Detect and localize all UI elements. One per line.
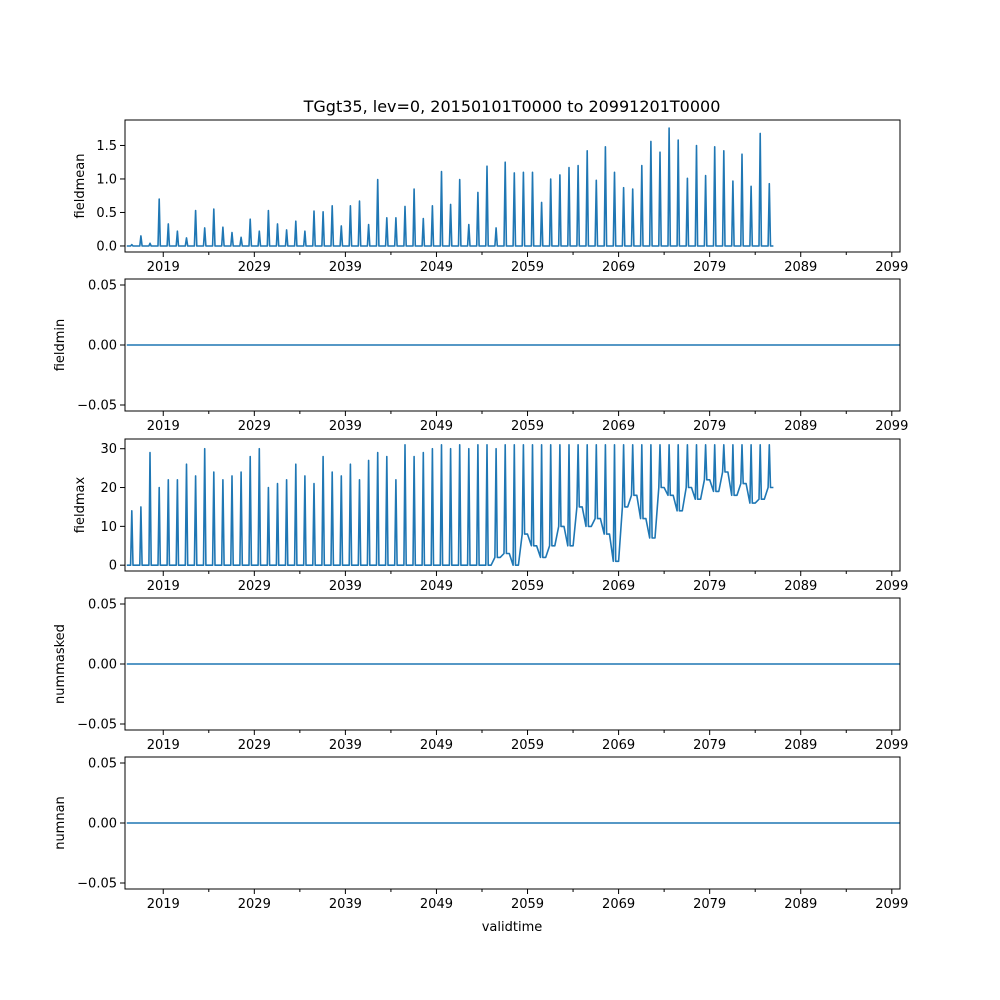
x-axis-label: validtime bbox=[482, 920, 543, 935]
x-tick-label: 2019 bbox=[147, 260, 180, 275]
x-tick-label: 2049 bbox=[420, 419, 453, 434]
fieldmean-line bbox=[126, 127, 774, 247]
y-tick-label: −0.05 bbox=[77, 718, 117, 733]
x-tick-label: 2059 bbox=[511, 579, 544, 594]
x-tick-label: 2029 bbox=[238, 738, 271, 753]
x-tick-label: 2069 bbox=[602, 897, 635, 912]
x-tick-label: 2019 bbox=[147, 419, 180, 434]
y-tick-label: 0.05 bbox=[88, 279, 117, 294]
x-tick-label: 2059 bbox=[511, 897, 544, 912]
y-tick-label: 1.0 bbox=[96, 172, 117, 187]
x-tick-label: 2089 bbox=[784, 897, 817, 912]
x-tick-label: 2049 bbox=[420, 260, 453, 275]
x-tick-label: 2089 bbox=[784, 260, 817, 275]
y-axis-label: fieldmin bbox=[53, 319, 68, 372]
y-tick-label: 0.0 bbox=[96, 239, 117, 254]
x-tick-label: 2089 bbox=[784, 419, 817, 434]
x-tick-label: 2079 bbox=[693, 738, 726, 753]
x-tick-label: 2099 bbox=[875, 579, 908, 594]
x-tick-label: 2029 bbox=[238, 897, 271, 912]
x-tick-label: 2059 bbox=[511, 419, 544, 434]
fieldmin-panel: 2019 2029 2039 2049 2059 2069 2079 2089 2099 −0.0… bbox=[53, 278, 908, 434]
y-tick-label: −0.05 bbox=[77, 399, 117, 414]
x-tick-label: 2029 bbox=[238, 260, 271, 275]
x-tick-label: 2039 bbox=[329, 579, 362, 594]
x-tick-label: 2099 bbox=[875, 738, 908, 753]
x-tick-label: 2069 bbox=[602, 260, 635, 275]
y-tick-label: −0.05 bbox=[77, 877, 117, 892]
y-tick-label: 0.00 bbox=[88, 817, 117, 832]
x-tick-label: 2079 bbox=[693, 260, 726, 275]
x-tick-label: 2079 bbox=[693, 579, 726, 594]
x-tick-label: 2099 bbox=[875, 419, 908, 434]
y-tick-label: 0.5 bbox=[96, 206, 117, 221]
y-axis-label: fieldmax bbox=[73, 477, 88, 534]
x-tick-label: 2059 bbox=[511, 260, 544, 275]
y-tick-label: 20 bbox=[100, 481, 117, 496]
y-axis-label: nummasked bbox=[53, 624, 68, 704]
axes-frame bbox=[124, 438, 901, 572]
x-tick-label: 2099 bbox=[875, 260, 908, 275]
fieldmax-panel: 2019 2029 2039 2049 2059 2069 2079 2089 2099 0 10 2… bbox=[73, 438, 908, 594]
x-tick-label: 2049 bbox=[420, 579, 453, 594]
x-tick-label: 2089 bbox=[784, 579, 817, 594]
y-tick-label: 0.00 bbox=[88, 339, 117, 354]
nummasked-panel: 2019 2029 2039 2049 2059 2069 2079 2089 2099 −0.0… bbox=[53, 597, 908, 753]
x-tick-label: 2019 bbox=[147, 579, 180, 594]
x-tick-label: 2069 bbox=[602, 579, 635, 594]
y-tick-label: 0 bbox=[109, 559, 117, 574]
x-tick-label: 2079 bbox=[693, 897, 726, 912]
x-tick-label: 2069 bbox=[602, 738, 635, 753]
x-tick-label: 2039 bbox=[329, 897, 362, 912]
x-tick-label: 2099 bbox=[875, 897, 908, 912]
x-tick-label: 2039 bbox=[329, 738, 362, 753]
y-axis-label: numnan bbox=[53, 796, 68, 850]
x-tick-label: 2079 bbox=[693, 419, 726, 434]
figure-title: TGgt35, lev=0, 20150101T0000 to 20991201… bbox=[303, 97, 721, 116]
x-tick-label: 2049 bbox=[420, 738, 453, 753]
x-tick-label: 2029 bbox=[238, 419, 271, 434]
fieldmax-line bbox=[126, 444, 774, 566]
x-tick-label: 2019 bbox=[147, 897, 180, 912]
panels: 2019 2029 2039 2049 2059 2069 2079 2089 20990.00… bbox=[53, 119, 908, 912]
y-tick-label: 30 bbox=[100, 442, 117, 457]
x-tick-label: 2049 bbox=[420, 897, 453, 912]
x-tick-label: 2029 bbox=[238, 579, 271, 594]
x-tick-label: 2039 bbox=[329, 260, 362, 275]
x-tick-label: 2019 bbox=[147, 738, 180, 753]
axes-frame bbox=[124, 119, 901, 253]
fieldmean-panel: 2019 2029 2039 2049 2059 2069 2079 2089 2099 0.0 0… bbox=[73, 119, 908, 275]
x-tick-label: 2069 bbox=[602, 419, 635, 434]
x-tick-label: 2039 bbox=[329, 419, 362, 434]
y-tick-label: 0.00 bbox=[88, 658, 117, 673]
numnan-panel: 2019 2029 2039 2049 2059 2069 2079 2089 2099 −0.0… bbox=[53, 756, 908, 912]
y-tick-label: 10 bbox=[100, 520, 117, 535]
x-tick-label: 2089 bbox=[784, 738, 817, 753]
y-tick-label: 0.05 bbox=[88, 598, 117, 613]
y-tick-label: 0.05 bbox=[88, 757, 117, 772]
x-tick-label: 2059 bbox=[511, 738, 544, 753]
y-axis-label: fieldmean bbox=[73, 154, 88, 219]
y-tick-label: 1.5 bbox=[96, 139, 117, 154]
